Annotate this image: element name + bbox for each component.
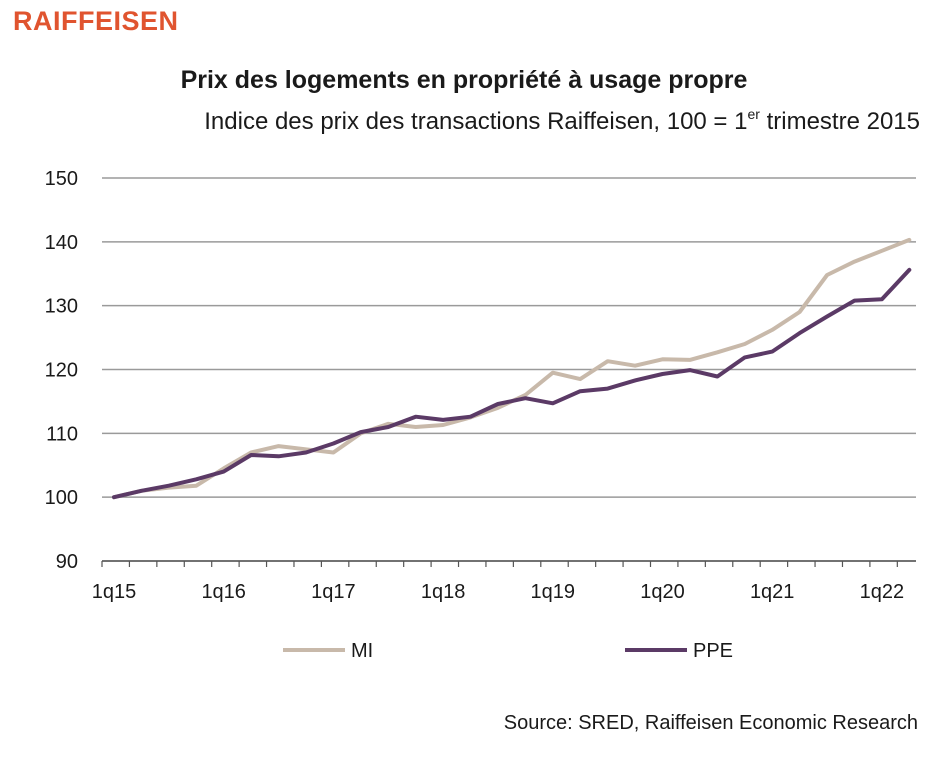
series-line-mi bbox=[112, 237, 912, 500]
y-tick-label: 90 bbox=[56, 551, 78, 573]
legend-label-ppe: PPE bbox=[693, 640, 733, 662]
y-tick-label: 140 bbox=[45, 232, 78, 254]
y-axis-labels: 90 100 110 120 130 140 150 bbox=[45, 168, 78, 573]
subtitle-end: trimestre 2015 bbox=[759, 108, 920, 135]
series-line-ppe bbox=[112, 267, 912, 500]
y-tick-label: 120 bbox=[45, 360, 78, 382]
x-tick-label: 1q19 bbox=[531, 581, 576, 603]
source-note: Source: SRED, Raiffeisen Economic Resear… bbox=[503, 712, 918, 734]
chart-subtitle: Indice des prix des transactions Raiffei… bbox=[60, 106, 920, 136]
y-tick-label: 100 bbox=[45, 487, 78, 509]
x-tick-label: 1q20 bbox=[640, 581, 685, 603]
chart-title: Prix des logements en propriété à usage … bbox=[180, 66, 748, 94]
x-tick-label: 1q16 bbox=[201, 581, 246, 603]
x-tick-label: 1q17 bbox=[311, 581, 356, 603]
x-tick-label: 1q21 bbox=[750, 581, 795, 603]
legend: MI PPE bbox=[283, 640, 733, 662]
x-axis: 1q15 1q16 1q17 1q18 1q19 1q20 1q21 1q22 bbox=[92, 560, 916, 603]
y-tick-label: 130 bbox=[45, 296, 78, 318]
subtitle-superscript: er bbox=[747, 106, 760, 122]
y-tick-label: 110 bbox=[46, 423, 78, 445]
x-tick-label: 1q15 bbox=[92, 581, 137, 603]
y-tick-label: 150 bbox=[45, 168, 78, 190]
series-lines bbox=[112, 237, 912, 500]
x-tick-label: 1q18 bbox=[421, 581, 466, 603]
grid-lines bbox=[102, 177, 916, 562]
legend-label-mi: MI bbox=[351, 640, 373, 662]
subtitle-main: Indice des prix des transactions Raiffei… bbox=[204, 108, 748, 135]
x-tick-label: 1q22 bbox=[860, 581, 905, 603]
raiffeisen-logo: RAIFFEISEN bbox=[13, 6, 179, 36]
